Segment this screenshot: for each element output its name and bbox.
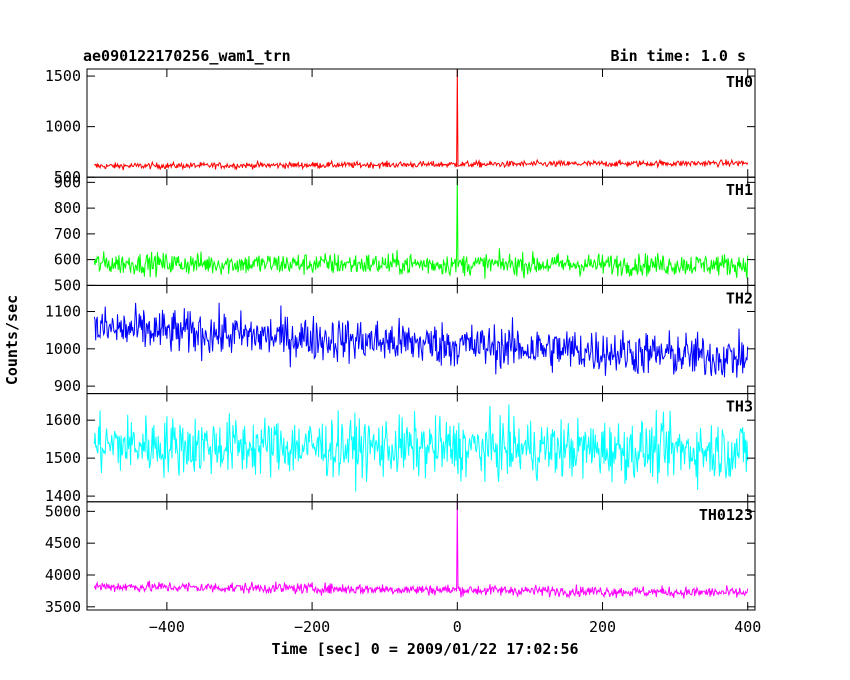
y-tick-label: 600 — [54, 251, 81, 269]
panel-frame — [86, 501, 756, 611]
panel-name-th3: TH3 — [726, 398, 753, 416]
series-line-th0123 — [93, 501, 749, 599]
y-tick-label: 5000 — [45, 502, 81, 520]
y-tick-label: 1100 — [45, 303, 81, 321]
panel-th3: 1400 1500 1600 TH3 — [45, 393, 756, 505]
y-tick-label: 3500 — [45, 598, 81, 616]
x-axis: −400 −200 0 200 400 — [149, 618, 761, 636]
y-tick-label: 1000 — [45, 340, 81, 358]
y-tick-label: 500 — [54, 168, 81, 186]
y-tick-label: 500 — [54, 276, 81, 294]
x-tick-label: 400 — [734, 618, 761, 636]
panel-name-th2: TH2 — [726, 289, 753, 307]
series-line-th2 — [93, 302, 749, 378]
panel-th0: 500 1000 1500 TH0 — [45, 67, 756, 186]
y-tick-label: 900 — [54, 173, 81, 191]
panel-th2: 900 1000 1100 TH2 — [45, 284, 756, 395]
series-line-th1 — [93, 177, 749, 279]
series-line-th0 — [94, 68, 749, 171]
x-tick-label: −400 — [149, 618, 185, 636]
chart-title: ae090122170256_wam1_trn — [83, 47, 291, 65]
y-axis-label: Counts/sec — [3, 295, 21, 385]
y-tick-label: 1500 — [45, 449, 81, 467]
panel-th0123: 3500 4000 4500 5000 TH0123 — [45, 501, 756, 616]
x-axis-label: Time [sec] 0 = 2009/01/22 17:02:56 — [271, 640, 578, 658]
y-tick-label: 1600 — [45, 411, 81, 429]
bin-time-label: Bin time: 1.0 s — [611, 47, 746, 65]
y-tick-label: 800 — [54, 199, 81, 217]
y-tick-label: 4000 — [45, 566, 81, 584]
panel-th1: 500 600 700 800 900 TH1 — [54, 173, 756, 294]
panel-name-th1: TH1 — [726, 181, 753, 199]
y-tick-label: 1000 — [45, 118, 81, 136]
y-tick-label: 900 — [54, 377, 81, 395]
x-tick-label: −200 — [294, 618, 330, 636]
y-tick-label: 700 — [54, 225, 81, 243]
panel-name-th0123: TH0123 — [699, 506, 753, 524]
y-tick-label: 1500 — [45, 67, 81, 85]
series-line-th3 — [93, 404, 749, 492]
y-tick-label: 4500 — [45, 534, 81, 552]
panel-frame — [86, 68, 756, 178]
x-tick-label: 200 — [589, 618, 616, 636]
panel-name-th0: TH0 — [726, 73, 753, 91]
x-tick-label: 0 — [453, 618, 462, 636]
panels-group: 500 1000 1500 TH0 500 600 700 800 900 TH1 900 1000 1… — [45, 67, 756, 616]
y-tick-label: 1400 — [45, 487, 81, 505]
